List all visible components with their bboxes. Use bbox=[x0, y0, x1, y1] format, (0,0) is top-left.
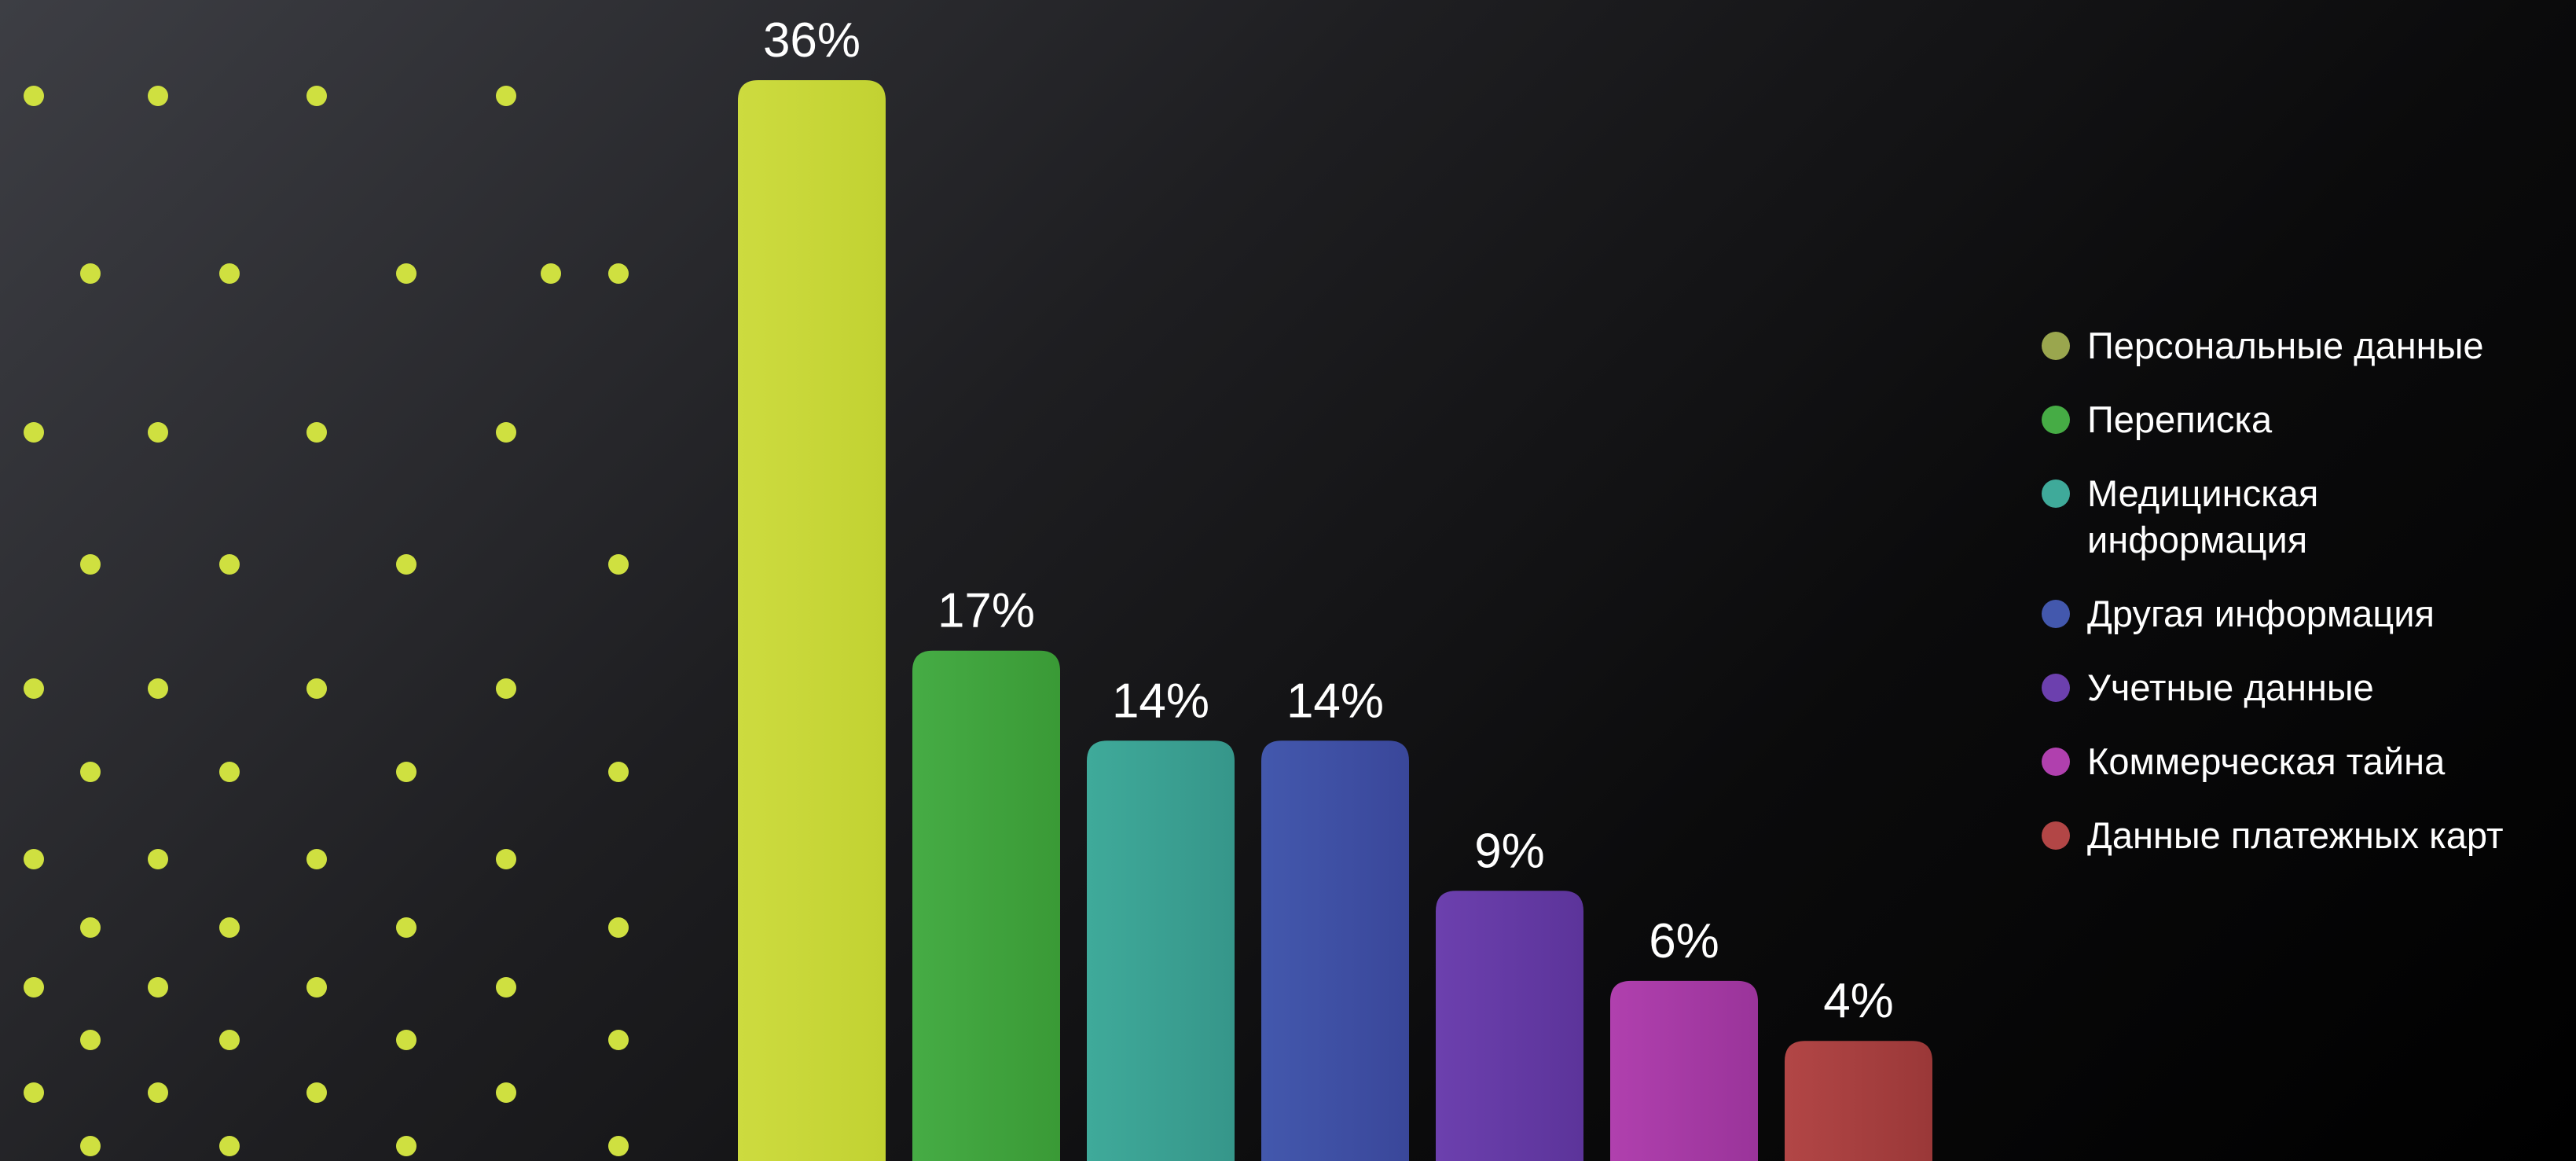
legend-item: Коммерческая тайна bbox=[2042, 738, 2568, 784]
legend-item: Другая информация bbox=[2042, 590, 2568, 637]
bar-3 bbox=[1087, 740, 1235, 1161]
decorative-dot bbox=[608, 1030, 629, 1050]
bar-6 bbox=[1610, 980, 1758, 1161]
bar-2 bbox=[912, 650, 1060, 1161]
chart-legend: Персональные данные Переписка Медицинская … bbox=[2042, 322, 2568, 886]
decorative-dot bbox=[80, 917, 101, 938]
decorative-dot bbox=[496, 849, 516, 869]
legend-label: Персональные данные bbox=[2087, 325, 2484, 366]
value-label-7: 4% bbox=[1823, 974, 1894, 1028]
decorative-dot bbox=[148, 422, 168, 443]
legend-swatch bbox=[2042, 674, 2070, 702]
decorative-dot bbox=[24, 849, 44, 869]
value-labels-group: 36% 17% 14% 14% 9% 6% 4% bbox=[763, 13, 1894, 1028]
decorative-dot bbox=[80, 263, 101, 284]
decorative-dot bbox=[148, 1082, 168, 1103]
decorative-dot bbox=[306, 1082, 327, 1103]
decorative-dot bbox=[24, 422, 44, 443]
decorative-dot bbox=[396, 554, 416, 575]
legend-swatch bbox=[2042, 748, 2070, 776]
decorative-dot bbox=[608, 762, 629, 782]
decorative-dot bbox=[608, 263, 629, 284]
value-label-1: 36% bbox=[763, 13, 861, 68]
decorative-dot bbox=[608, 917, 629, 938]
decorative-dot bbox=[396, 762, 416, 782]
value-label-5: 9% bbox=[1474, 824, 1545, 878]
decorative-dot bbox=[80, 762, 101, 782]
decorative-dot bbox=[306, 422, 327, 443]
decorative-dot bbox=[396, 917, 416, 938]
decorative-dot bbox=[24, 86, 44, 106]
decorative-dot bbox=[219, 1136, 240, 1156]
decorative-dot bbox=[80, 1136, 101, 1156]
legend-item: Персональные данные bbox=[2042, 322, 2568, 369]
legend-label: Учетные данные bbox=[2087, 667, 2374, 708]
legend-item: Учетные данные bbox=[2042, 664, 2568, 711]
legend-swatch bbox=[2042, 479, 2070, 508]
decorative-dot bbox=[496, 86, 516, 106]
legend-label: Коммерческая тайна bbox=[2087, 740, 2446, 782]
decorative-dot bbox=[24, 1082, 44, 1103]
decorative-dot bbox=[396, 1136, 416, 1156]
bar-1 bbox=[738, 80, 886, 1161]
decorative-dot bbox=[496, 678, 516, 699]
decorative-dot bbox=[148, 977, 168, 998]
decorative-dot bbox=[306, 678, 327, 699]
decorative-dot bbox=[496, 422, 516, 443]
bar-4 bbox=[1261, 740, 1409, 1161]
value-label-4: 14% bbox=[1286, 674, 1384, 728]
decorative-dot bbox=[148, 849, 168, 869]
legend-swatch bbox=[2042, 821, 2070, 850]
decorative-dot-pattern bbox=[24, 86, 629, 1156]
decorative-dot bbox=[396, 263, 416, 284]
legend-label: Переписка bbox=[2087, 399, 2273, 440]
decorative-dot bbox=[608, 1136, 629, 1156]
decorative-dot bbox=[219, 263, 240, 284]
decorative-dot bbox=[496, 977, 516, 998]
decorative-dot bbox=[608, 554, 629, 575]
decorative-dot bbox=[219, 762, 240, 782]
decorative-dot bbox=[148, 86, 168, 106]
decorative-dot bbox=[148, 678, 168, 699]
legend-item: Данные платежных карт bbox=[2042, 812, 2568, 858]
legend-label: Данные платежных карт bbox=[2087, 814, 2504, 856]
bar-7 bbox=[1785, 1041, 1932, 1161]
decorative-dot bbox=[24, 678, 44, 699]
decorative-dot bbox=[306, 86, 327, 106]
bars-group bbox=[738, 80, 1932, 1161]
decorative-dot bbox=[219, 554, 240, 575]
decorative-dot bbox=[219, 1030, 240, 1050]
legend-label: Медицинская информация bbox=[2087, 472, 2319, 560]
legend-label: Другая информация bbox=[2087, 593, 2435, 634]
decorative-dot bbox=[80, 554, 101, 575]
decorative-dot bbox=[306, 849, 327, 869]
value-label-2: 17% bbox=[938, 584, 1035, 638]
decorative-dot bbox=[306, 977, 327, 998]
legend-swatch bbox=[2042, 332, 2070, 360]
decorative-dot bbox=[496, 1082, 516, 1103]
decorative-dot bbox=[24, 977, 44, 998]
legend-swatch bbox=[2042, 406, 2070, 434]
decorative-dot bbox=[541, 263, 561, 284]
legend-item: Медицинская информация bbox=[2042, 470, 2568, 563]
value-label-3: 14% bbox=[1112, 674, 1209, 728]
value-label-6: 6% bbox=[1649, 914, 1719, 968]
bar-5 bbox=[1436, 891, 1583, 1161]
legend-swatch bbox=[2042, 600, 2070, 628]
decorative-dot bbox=[396, 1030, 416, 1050]
decorative-dot bbox=[219, 917, 240, 938]
decorative-dot bbox=[80, 1030, 101, 1050]
legend-item: Переписка bbox=[2042, 396, 2568, 443]
